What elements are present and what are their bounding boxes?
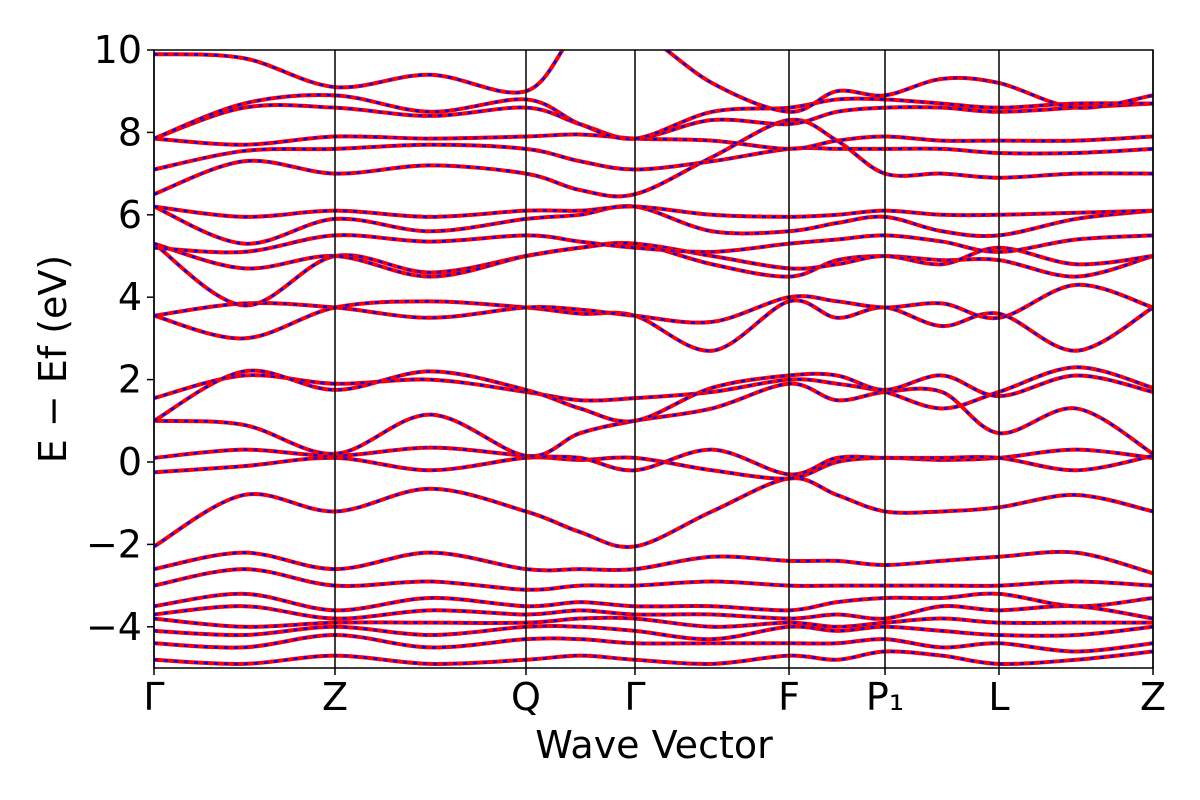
y-tick-label: 0 <box>118 440 142 484</box>
band-dash <box>154 592 1153 612</box>
x-tick-label: Z <box>1140 675 1166 719</box>
band-dash <box>154 299 1153 353</box>
band-dash <box>154 102 1153 140</box>
x-tick-label: P₁ <box>866 675 904 719</box>
x-axis-label: Wave Vector <box>535 723 773 767</box>
band-dash <box>154 616 1153 629</box>
y-tick-label: 2 <box>118 358 142 402</box>
x-tick-label: F <box>778 675 800 719</box>
y-tick-label: 8 <box>118 110 142 154</box>
y-tick-label: −4 <box>86 605 142 649</box>
x-tick-label: Z <box>322 675 348 719</box>
band-dash <box>154 241 1153 307</box>
y-tick-label: −2 <box>86 522 142 566</box>
band-dash <box>154 624 1153 641</box>
band-line <box>154 549 1153 576</box>
band-dash <box>154 143 1153 171</box>
band-dash <box>154 233 1153 254</box>
x-tick-label: Γ <box>624 675 645 719</box>
x-tick-label: Q <box>511 675 541 719</box>
y-axis-label: E − Ef (eV) <box>31 255 75 464</box>
band-line <box>154 50 1153 114</box>
band-dash <box>154 448 1153 480</box>
band-dash <box>154 650 1153 666</box>
band-line <box>154 445 1153 477</box>
band-dash <box>154 205 1153 219</box>
x-tick-label: L <box>988 675 1009 719</box>
band-dash <box>154 567 1153 592</box>
band-dash <box>154 93 1153 141</box>
y-tick-label: 4 <box>118 275 142 319</box>
y-tick-label: 6 <box>118 193 142 237</box>
band-dash <box>154 604 1153 621</box>
band-dash <box>154 369 1153 423</box>
band-line <box>154 282 1153 325</box>
y-tick-label: 10 <box>94 28 142 72</box>
band-dash <box>154 133 1153 151</box>
band-dash <box>154 633 1153 653</box>
bands <box>154 50 1153 666</box>
x-tick-label: Γ <box>143 675 164 719</box>
band-dash <box>154 476 1153 549</box>
band-dash <box>154 382 1153 458</box>
